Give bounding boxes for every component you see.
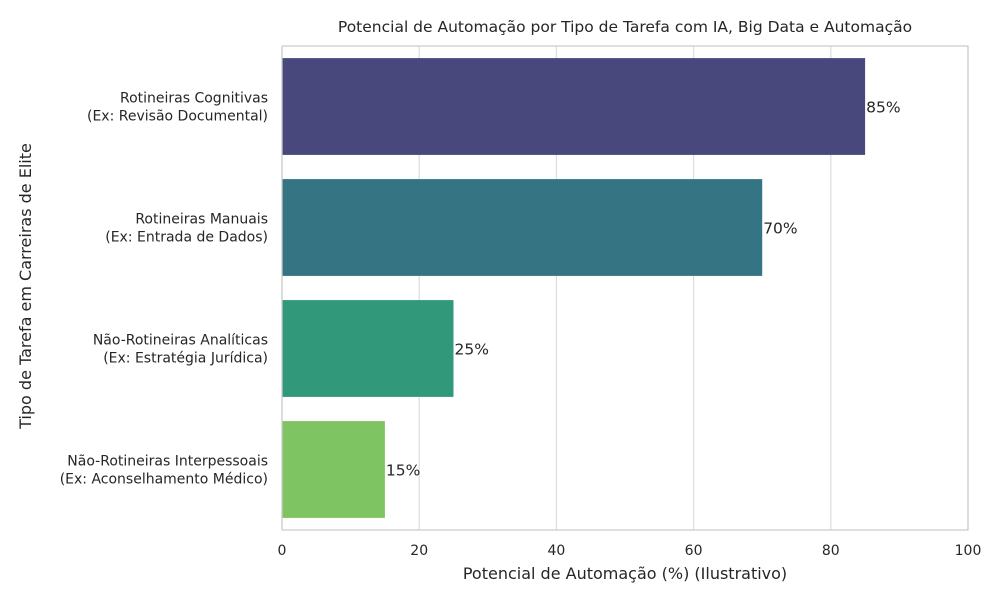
y-tick-label-line: (Ex: Estratégia Jurídica)	[103, 351, 268, 367]
y-tick-label: Não-Rotineiras Analíticas (Ex: Estratégia…	[93, 333, 268, 367]
plot-frame	[281, 45, 969, 531]
x-tick-label: 80	[822, 543, 840, 559]
y-tick-label-line: (Ex: Entrada de Dados)	[105, 230, 268, 246]
x-tick-label: 40	[547, 543, 565, 559]
y-tick-label: Rotineiras Cognitivas (Ex: Revisão Docume…	[87, 91, 268, 125]
data-labels: 85% 70% 25% 15%	[386, 99, 901, 480]
x-tick-labels: 0 20 40 60 80 100	[278, 543, 982, 559]
y-tick-label-line: (Ex: Revisão Documental)	[87, 109, 268, 125]
y-axis-label: Tipo de Tarefa em Carreiras de Elite	[16, 143, 35, 430]
chart-title: Potencial de Automação por Tipo de Taref…	[338, 18, 912, 36]
bar	[282, 58, 866, 155]
bar	[282, 179, 763, 276]
x-axis-label: Potencial de Automação (%) (Ilustrativo)	[463, 564, 787, 583]
y-tick-labels: Rotineiras Cognitivas (Ex: Revisão Docume…	[60, 91, 268, 488]
bars	[282, 58, 866, 518]
y-tick-label-line: Rotineiras Cognitivas	[120, 91, 268, 107]
bar	[282, 421, 385, 518]
y-tick-label-line: Rotineiras Manuais	[135, 212, 268, 228]
data-label: 85%	[866, 99, 900, 117]
y-tick-label: Rotineiras Manuais (Ex: Entrada de Dados)	[105, 212, 268, 246]
y-tick-label: Não-Rotineiras Interpessoais (Ex: Aconsel…	[60, 454, 268, 488]
data-label: 25%	[455, 341, 489, 359]
x-tick-label: 60	[685, 543, 703, 559]
x-tick-label: 20	[410, 543, 428, 559]
bar	[282, 300, 454, 397]
y-tick-label-line: (Ex: Aconselhamento Médico)	[60, 472, 268, 488]
y-tick-label-line: Não-Rotineiras Interpessoais	[67, 454, 268, 470]
data-label: 15%	[386, 462, 420, 480]
x-tick-label: 0	[278, 543, 287, 559]
x-tick-label: 100	[955, 543, 982, 559]
y-tick-label-line: Não-Rotineiras Analíticas	[93, 333, 268, 349]
data-label: 70%	[763, 220, 797, 238]
